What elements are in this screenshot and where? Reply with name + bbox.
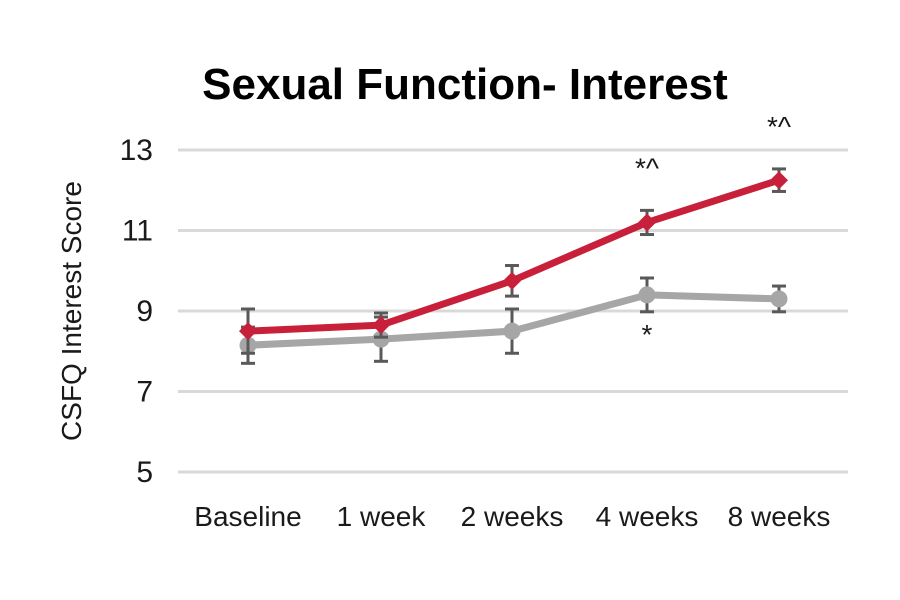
x-tick-label: Baseline	[194, 501, 301, 532]
significance-annotation: *^	[767, 111, 791, 142]
data-point	[503, 271, 521, 290]
y-tick-label: 11	[122, 215, 153, 248]
significance-annotation: *^	[635, 152, 659, 183]
data-point	[638, 286, 656, 304]
data-point	[372, 330, 390, 348]
significance-annotation: *	[642, 319, 653, 350]
data-point	[239, 322, 257, 341]
x-tick-label: 4 weeks	[596, 501, 699, 532]
x-tick-label: 1 week	[337, 501, 427, 532]
data-point	[503, 322, 521, 340]
y-tick-label: 9	[136, 295, 153, 328]
data-point	[372, 316, 390, 335]
series-0	[239, 167, 788, 355]
y-tick-label: 13	[120, 134, 153, 167]
data-point	[638, 213, 656, 232]
data-point	[770, 290, 788, 308]
y-tick-label: 5	[136, 456, 153, 489]
data-point	[770, 171, 788, 190]
chart-title: Sexual Function- Interest	[202, 60, 728, 109]
y-axis-label: CSFQ Interest Score	[56, 181, 87, 441]
x-tick-label: 2 weeks	[461, 501, 564, 532]
x-tick-label: 8 weeks	[728, 501, 831, 532]
y-tick-label: 7	[136, 376, 153, 409]
